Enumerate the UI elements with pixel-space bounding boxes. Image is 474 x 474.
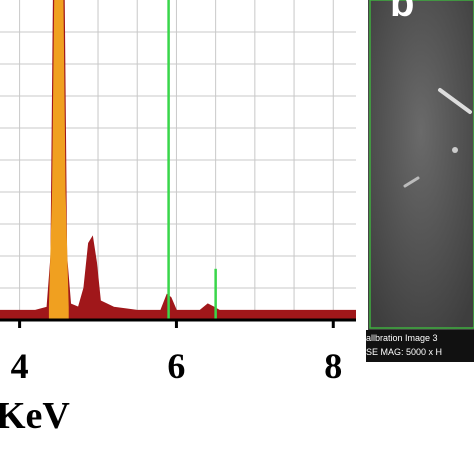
x-tick-label: 8 (324, 346, 342, 386)
plot-area (0, 0, 356, 320)
x-tick-label: 6 (167, 346, 185, 386)
caption: allbration Image 3 (366, 333, 438, 343)
x-axis-label: KeV (0, 395, 70, 437)
sem-image: b allbration Image 3 SE MAG: 5000 x H (366, 0, 474, 362)
x-tick-label: 4 (11, 346, 29, 386)
spectrum-area (48, 0, 69, 320)
spectrum-area (0, 0, 356, 320)
panel-label: b (390, 0, 414, 25)
caption: SE MAG: 5000 x H (366, 347, 442, 357)
